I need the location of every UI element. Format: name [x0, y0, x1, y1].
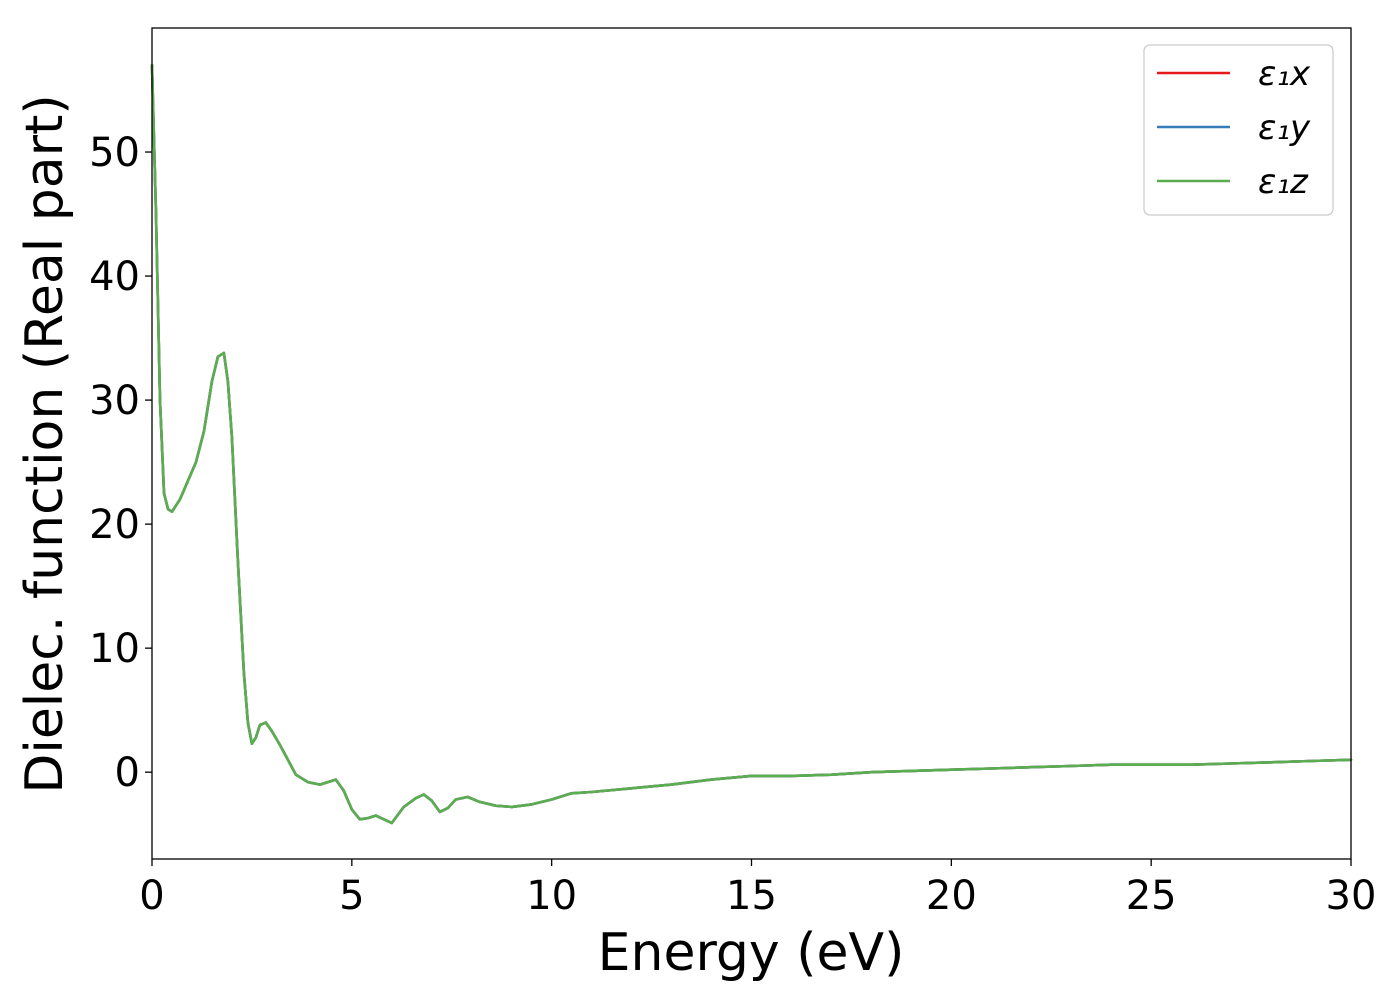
legend-label-1: ε₁y — [1258, 108, 1311, 148]
x-tick-label: 30 — [1326, 873, 1377, 919]
legend-label-0: ε₁x — [1258, 54, 1311, 94]
x-tick-label: 5 — [339, 873, 364, 919]
x-tick-label: 25 — [1126, 873, 1177, 919]
series-line-2 — [150, 63, 1353, 825]
legend: ε₁x ε₁y ε₁z — [1143, 44, 1334, 216]
legend-box — [1143, 44, 1334, 216]
y-tick-label: 40 — [89, 254, 140, 300]
y-tick-label: 0 — [115, 750, 140, 796]
y-axis-ticks: 0 10 20 30 40 50 — [89, 130, 152, 796]
legend-label-2: ε₁z — [1258, 162, 1309, 202]
series-layer — [150, 63, 1353, 825]
y-axis-label: Dielec. function (Real part) — [15, 94, 75, 793]
y-tick-label: 10 — [89, 626, 140, 672]
x-tick-label: 15 — [726, 873, 777, 919]
x-axis-label: Energy (eV) — [598, 923, 905, 983]
x-tick-label: 0 — [139, 873, 164, 919]
y-tick-label: 30 — [89, 378, 140, 424]
x-tick-label: 10 — [526, 873, 577, 919]
x-tick-label: 20 — [926, 873, 977, 919]
y-tick-label: 20 — [89, 502, 140, 548]
x-axis-ticks: 0 5 10 15 20 25 30 — [139, 859, 1376, 919]
y-tick-label: 50 — [89, 130, 140, 176]
